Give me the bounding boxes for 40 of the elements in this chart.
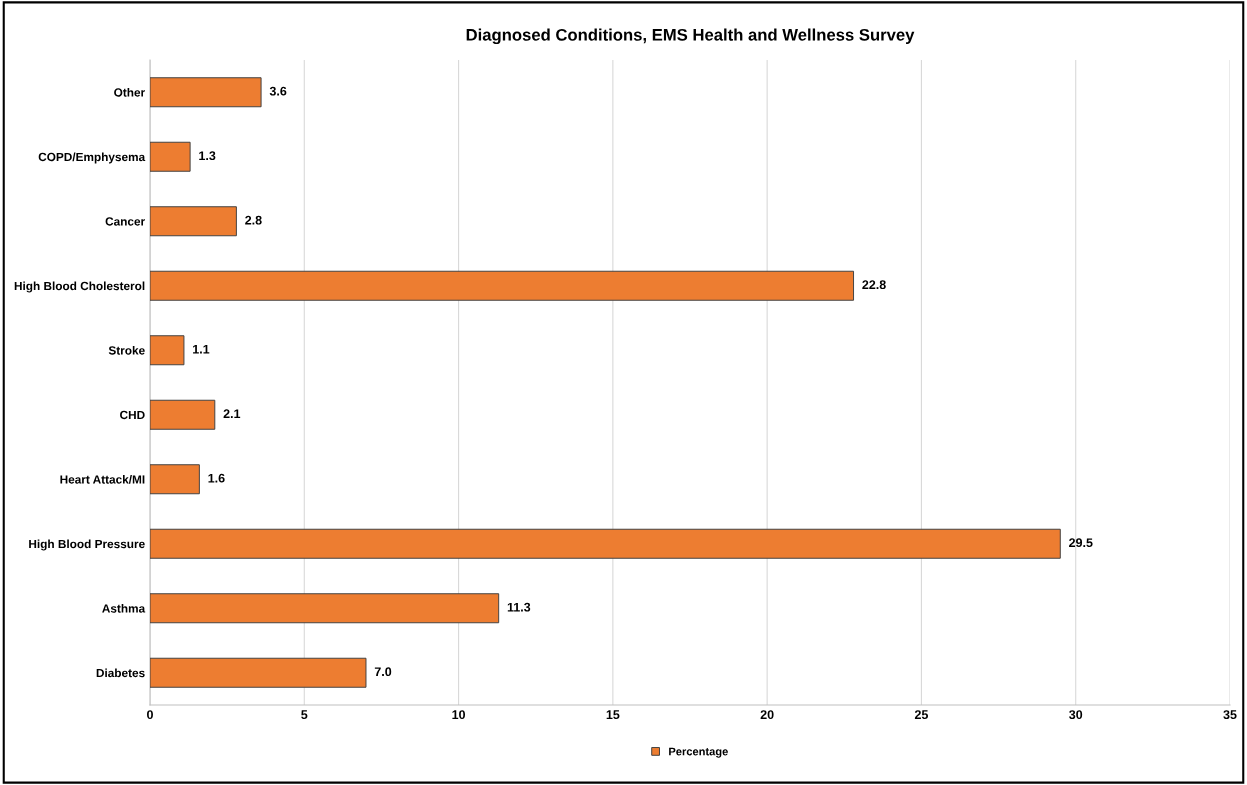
y-tick-label: Heart Attack/MI xyxy=(60,474,145,484)
y-tick-label: High Blood Pressure xyxy=(29,539,145,551)
data-label: 1.1 xyxy=(193,344,210,354)
bar xyxy=(150,77,262,108)
x-tick-label: 20 xyxy=(760,710,774,720)
x-tick-label: 0 xyxy=(147,710,153,720)
x-tick-label: 25 xyxy=(914,710,929,720)
bar xyxy=(150,399,216,430)
bar xyxy=(150,141,191,172)
chart-title: Diagnosed Conditions, EMS Health and Wellness Survey xyxy=(466,28,915,45)
data-label: 22.8 xyxy=(862,280,886,290)
data-label: 11.3 xyxy=(507,602,531,612)
y-tick-label: Other xyxy=(114,87,145,97)
y-tick-label: CHD xyxy=(120,410,145,420)
bar xyxy=(150,657,367,688)
data-label: 3.6 xyxy=(269,86,287,96)
y-tick-label: Asthma xyxy=(102,603,146,613)
y-tick-label: Cancer xyxy=(105,217,145,226)
y-tick-label: Stroke xyxy=(108,345,145,355)
x-tick-label: 10 xyxy=(452,710,466,720)
data-label: 2.1 xyxy=(223,409,241,418)
bar xyxy=(150,528,1061,559)
data-label: 1.3 xyxy=(199,151,216,161)
y-tick-label: High Blood Cholesterol xyxy=(14,281,145,293)
bar xyxy=(150,206,237,237)
bar xyxy=(150,464,200,495)
y-tick-label: Diabetes xyxy=(96,668,145,678)
x-tick-label: 35 xyxy=(1223,710,1237,720)
data-label: 7.0 xyxy=(374,667,392,677)
x-tick-label: 5 xyxy=(301,710,308,720)
bar xyxy=(150,593,500,624)
x-tick-label: 15 xyxy=(606,710,620,720)
bar xyxy=(150,270,855,301)
data-label: 1.6 xyxy=(208,473,225,483)
x-tick-label: 30 xyxy=(1069,710,1083,720)
y-tick-label: COPD/Emphysema xyxy=(38,152,146,164)
data-label: 2.8 xyxy=(245,215,262,225)
bar xyxy=(150,335,185,366)
legend-label: Percentage xyxy=(669,747,728,758)
data-label: 29.5 xyxy=(1069,538,1093,548)
